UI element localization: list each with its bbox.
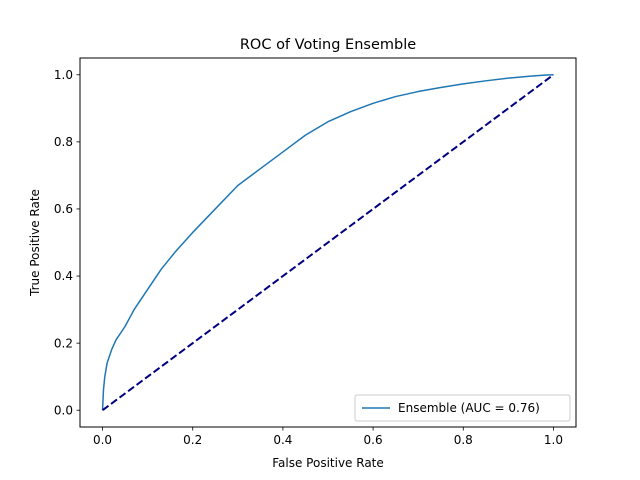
x-tick-label: 0.4 <box>273 433 292 447</box>
chart-title: ROC of Voting Ensemble <box>240 37 416 53</box>
y-tick-label: 0.6 <box>54 202 73 216</box>
legend-box <box>354 394 571 422</box>
chance-diagonal-line <box>101 73 555 412</box>
y-tick-label: 0.0 <box>54 403 73 417</box>
y-tick-label: 0.2 <box>54 336 73 350</box>
y-tick-label: 0.4 <box>54 269 73 283</box>
plot-frame <box>79 57 577 428</box>
x-tick-label: 0.8 <box>454 433 473 447</box>
x-tick-label: 0.2 <box>183 433 202 447</box>
roc-curve-line <box>101 74 554 411</box>
x-tick-label: 0.0 <box>93 433 112 447</box>
legend: Ensemble (AUC = 0.76) <box>354 394 571 422</box>
x-tick-label: 1.0 <box>544 433 563 447</box>
y-axis-label: True Positive Rate <box>28 189 42 297</box>
x-axis-label: False Positive Rate <box>272 456 384 470</box>
x-tick-label: 0.6 <box>364 433 383 447</box>
y-tick-label: 0.8 <box>54 135 73 149</box>
legend-entry-ensemble: Ensemble (AUC = 0.76) <box>398 401 540 415</box>
y-tick-label: 1.0 <box>54 68 73 82</box>
